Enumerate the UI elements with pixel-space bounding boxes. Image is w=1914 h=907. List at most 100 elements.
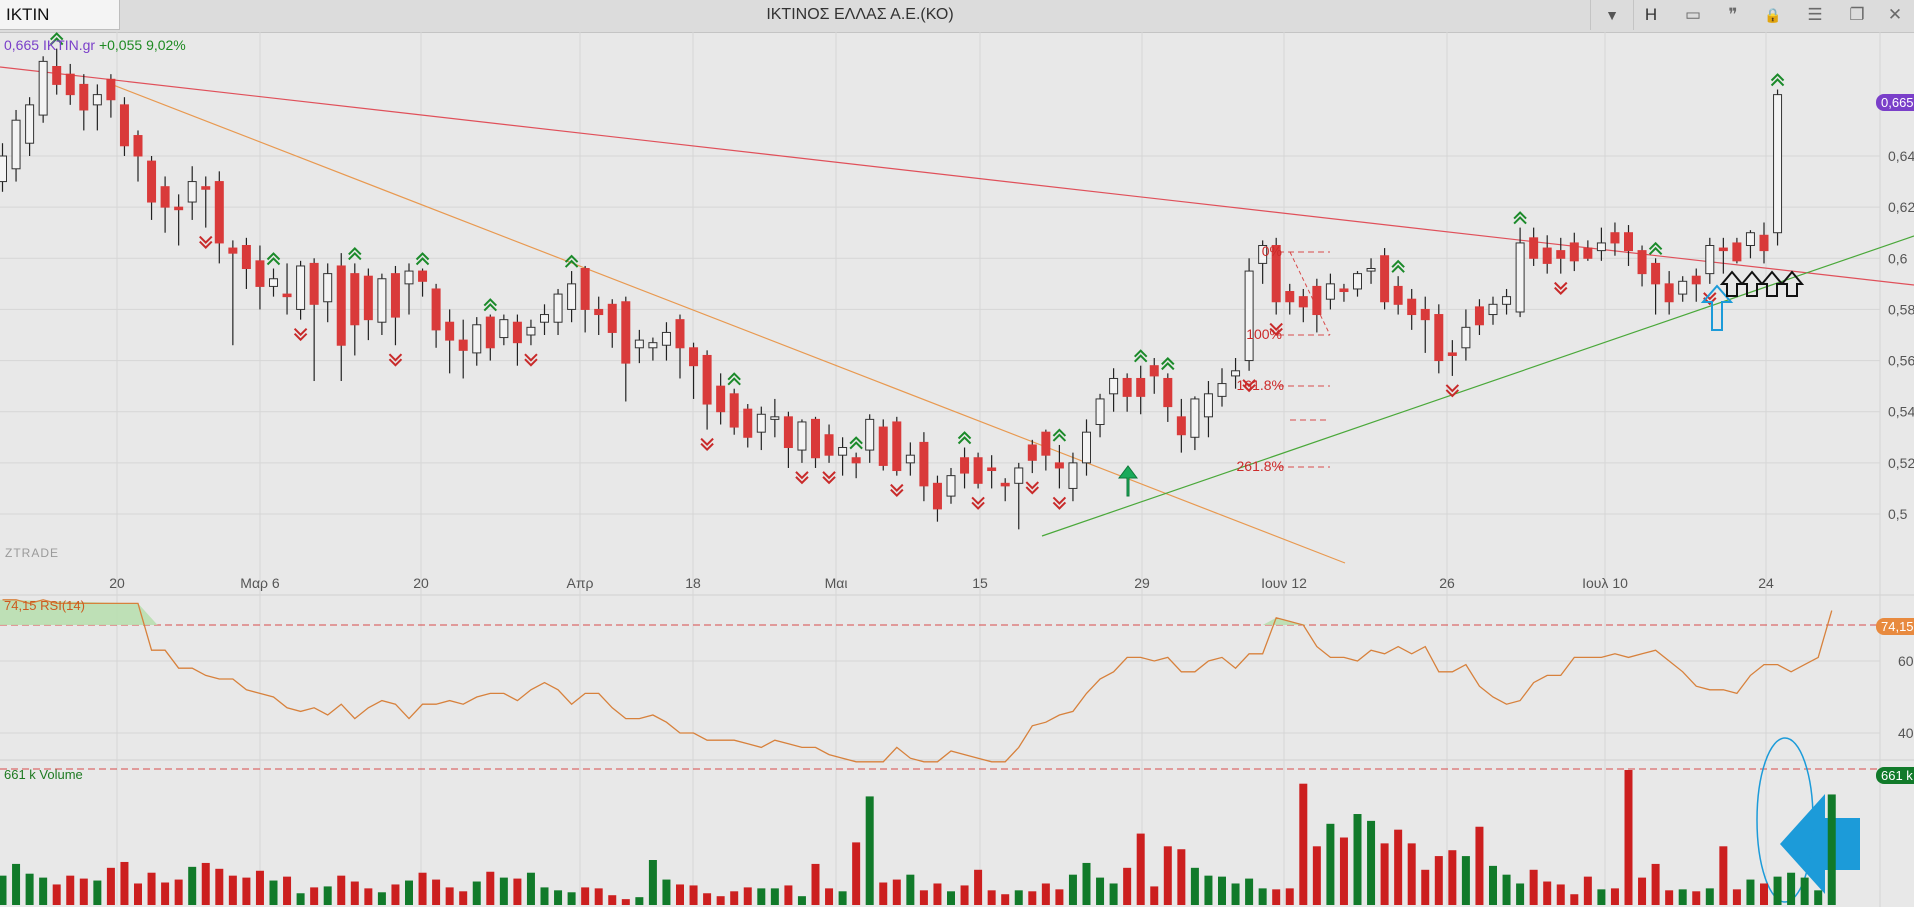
volume-bar bbox=[1299, 783, 1308, 905]
menu-icon[interactable]: ☰ bbox=[1807, 5, 1823, 24]
volume-bar bbox=[201, 862, 210, 905]
candle-body bbox=[350, 273, 360, 326]
volume-bar bbox=[350, 881, 359, 905]
candle-body bbox=[540, 314, 549, 323]
volume-bar bbox=[174, 879, 183, 905]
volume-bar bbox=[1204, 875, 1213, 905]
volume-bar bbox=[1177, 849, 1186, 905]
swing-high-marker bbox=[1391, 259, 1405, 273]
panel-icon[interactable]: ▭ bbox=[1684, 5, 1702, 24]
candle-body bbox=[702, 354, 712, 405]
swing-high-marker bbox=[49, 32, 64, 46]
volume-bar bbox=[93, 880, 102, 905]
h-button[interactable]: H bbox=[1644, 5, 1658, 24]
candle-body bbox=[1258, 245, 1268, 264]
volume-bar bbox=[879, 882, 888, 905]
volume-bar bbox=[730, 891, 739, 905]
volume-bar bbox=[594, 888, 603, 905]
candle-body bbox=[878, 426, 888, 466]
candle-body bbox=[377, 278, 387, 323]
volume-bar bbox=[1516, 883, 1525, 905]
volume-bar bbox=[1827, 794, 1836, 905]
x-tick-label: 18 bbox=[685, 575, 701, 591]
volume-bar bbox=[1556, 884, 1565, 905]
volume-bar bbox=[1665, 890, 1674, 905]
volume-bar bbox=[1760, 883, 1768, 905]
candle-body bbox=[1732, 242, 1742, 262]
swing-high-marker bbox=[1648, 241, 1663, 255]
fib-connector bbox=[1289, 251, 1331, 336]
volume-bar bbox=[1001, 894, 1010, 905]
volume-bar bbox=[1014, 890, 1023, 905]
lock-icon[interactable]: 🔒 bbox=[1764, 7, 1782, 23]
volume-bar bbox=[1773, 876, 1782, 905]
candle-body bbox=[987, 467, 997, 472]
volume-bar bbox=[1231, 883, 1240, 905]
swing-low-marker bbox=[1445, 384, 1460, 398]
volume-bar bbox=[432, 879, 441, 905]
volume-bar bbox=[635, 897, 644, 905]
volume-bar bbox=[1489, 865, 1497, 905]
volume-bar bbox=[377, 892, 386, 905]
volume-bar bbox=[1353, 814, 1362, 905]
symbol-field[interactable]: IKTIN bbox=[0, 0, 120, 30]
restore-icon[interactable]: ❐ bbox=[1849, 5, 1865, 24]
volume-bar bbox=[825, 888, 834, 905]
candle-body bbox=[1041, 431, 1051, 456]
candle-body bbox=[499, 319, 509, 339]
swing-high-marker bbox=[957, 431, 972, 445]
y-tick-label: 0,6 bbox=[1888, 250, 1908, 266]
volume-bar bbox=[1475, 826, 1484, 905]
volume-bar bbox=[987, 890, 996, 905]
candle-body bbox=[1312, 285, 1322, 316]
volume-bar bbox=[838, 891, 847, 905]
volume-bar bbox=[540, 887, 549, 905]
candle-body bbox=[1068, 462, 1078, 489]
candle-body bbox=[1353, 273, 1362, 290]
swing-high-marker bbox=[348, 246, 362, 261]
volume-bar bbox=[852, 842, 861, 905]
volume-bar bbox=[1570, 894, 1579, 905]
volume-bar bbox=[1068, 874, 1077, 905]
candle-body bbox=[946, 475, 956, 497]
volume-bar bbox=[784, 885, 793, 905]
candle-body bbox=[79, 83, 89, 111]
volume-bar bbox=[1367, 820, 1376, 905]
candle-body bbox=[1000, 482, 1010, 487]
volume-bar bbox=[1312, 846, 1321, 905]
candle-body bbox=[201, 186, 211, 190]
volume-bar bbox=[0, 875, 7, 905]
volume-bar bbox=[1380, 843, 1389, 905]
candle-body bbox=[1176, 416, 1186, 436]
candle-body bbox=[174, 206, 184, 211]
chevron-down-icon[interactable]: ▼ bbox=[1590, 0, 1634, 30]
volume-bar bbox=[1543, 881, 1552, 905]
volume-bar bbox=[1123, 867, 1132, 905]
candle-body bbox=[1624, 232, 1633, 252]
volume-bar bbox=[648, 860, 657, 905]
volume-bar bbox=[1814, 890, 1823, 905]
candle-body bbox=[485, 316, 495, 349]
volume-bar bbox=[1096, 877, 1105, 905]
volume-bar bbox=[1136, 833, 1145, 905]
volume-bar bbox=[689, 885, 698, 905]
volume-bar bbox=[1272, 889, 1281, 905]
comment-icon[interactable]: ❞ bbox=[1728, 5, 1738, 24]
volume-bar bbox=[12, 863, 21, 905]
candle-body bbox=[960, 457, 970, 474]
close-icon[interactable]: ✕ bbox=[1887, 5, 1903, 24]
candle-body bbox=[1569, 242, 1579, 262]
candle-body bbox=[1271, 245, 1281, 303]
volume-bar bbox=[1787, 872, 1796, 905]
candle-body bbox=[38, 60, 48, 116]
volume-bar bbox=[1502, 874, 1511, 905]
candle-body bbox=[1393, 285, 1403, 305]
candle-body bbox=[1664, 283, 1674, 303]
candle-body bbox=[92, 94, 102, 106]
candle-body bbox=[1298, 296, 1308, 308]
candle-body bbox=[1109, 377, 1119, 395]
volume-bar bbox=[391, 884, 400, 905]
candle-body bbox=[1285, 291, 1295, 303]
orange-trendline bbox=[107, 82, 1346, 564]
